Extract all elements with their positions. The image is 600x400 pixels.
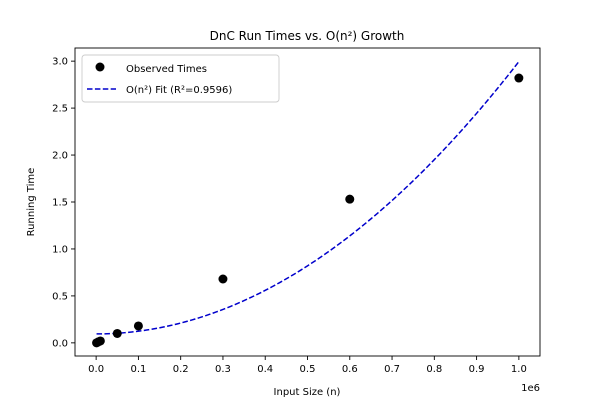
data-point xyxy=(95,336,105,346)
x-tick-label: 0.7 xyxy=(384,364,400,375)
data-point xyxy=(133,321,143,331)
y-axis-label: Running Time xyxy=(26,168,37,237)
x-tick-label: 0.6 xyxy=(342,364,358,375)
y-tick-label: 0.5 xyxy=(52,291,68,302)
legend: Observed Times O(n²) Fit (R²=0.9596) xyxy=(81,54,280,103)
y-tick-label: 1.5 xyxy=(52,198,68,209)
data-point xyxy=(514,73,524,83)
plot-area xyxy=(92,61,524,348)
x-tick-label: 0.3 xyxy=(215,364,231,375)
y-tick-label: 3.0 xyxy=(52,57,68,68)
legend-frame xyxy=(81,54,280,103)
x-axis-offset-label: 1e6 xyxy=(521,383,540,394)
x-tick-label: 0.4 xyxy=(257,364,273,375)
data-point xyxy=(218,274,228,284)
y-axis-ticks: 0.0 0.5 1.0 1.5 2.0 2.5 3.0 xyxy=(52,57,75,349)
chart-title: DnC Run Times vs. O(n²) Growth xyxy=(210,29,405,43)
x-tick-label: 0.5 xyxy=(300,364,316,375)
x-axis-label: Input Size (n) xyxy=(274,387,341,398)
y-tick-label: 2.0 xyxy=(52,151,68,162)
x-tick-label: 0.8 xyxy=(426,364,442,375)
x-tick-label: 0.9 xyxy=(469,364,485,375)
x-tick-label: 0.2 xyxy=(173,364,189,375)
data-point xyxy=(112,328,122,338)
x-tick-label: 0.1 xyxy=(130,364,146,375)
x-axis-ticks: 0.0 0.1 0.2 0.3 0.4 0.5 0.6 0.7 0.8 0.9 1.0 xyxy=(88,356,527,375)
points-layer xyxy=(92,73,524,348)
y-tick-label: 0.0 xyxy=(52,338,68,349)
legend-label-observed: Observed Times xyxy=(126,64,207,75)
x-tick-label: 0.0 xyxy=(88,364,104,375)
fit-line xyxy=(96,61,520,335)
legend-label-fit: O(n²) Fit (R²=0.9596) xyxy=(126,85,232,96)
fit-layer xyxy=(96,61,520,335)
y-tick-label: 1.0 xyxy=(52,244,68,255)
x-tick-label: 1.0 xyxy=(511,364,527,375)
legend-marker-observed xyxy=(95,62,105,72)
y-tick-label: 2.5 xyxy=(52,104,68,115)
data-point xyxy=(345,194,355,204)
